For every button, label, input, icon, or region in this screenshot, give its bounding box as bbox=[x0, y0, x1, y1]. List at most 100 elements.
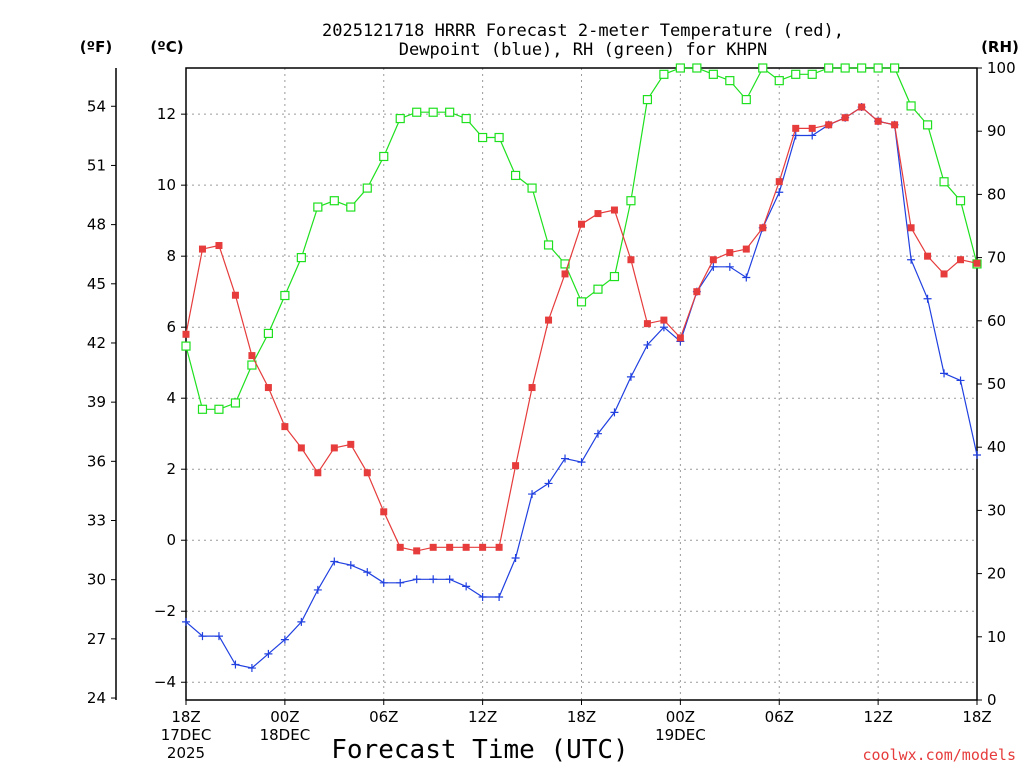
dewpoint-point bbox=[330, 557, 339, 566]
x-tick-label: 18Z bbox=[962, 708, 991, 726]
rh-point bbox=[494, 132, 504, 143]
x-tick-label: 06Z bbox=[765, 708, 794, 726]
data-series bbox=[181, 63, 982, 673]
x-axis-label: Forecast Time (UTC) bbox=[331, 735, 628, 765]
rh-point bbox=[593, 284, 603, 294]
rh-tick-label: 70 bbox=[987, 249, 1006, 267]
celsius-tick-label: 8 bbox=[166, 247, 176, 265]
dewpoint-point bbox=[412, 575, 421, 584]
dewpoint-point bbox=[429, 575, 438, 584]
fahrenheit-tick-label: 39 bbox=[87, 393, 106, 411]
dewpoint-point bbox=[495, 593, 504, 602]
temperature-point bbox=[314, 469, 322, 477]
x-tick-label: 18Z bbox=[567, 708, 596, 726]
rh-point bbox=[329, 196, 339, 206]
celsius-tick-label: 4 bbox=[166, 389, 176, 407]
fahrenheit-tick-label: 33 bbox=[87, 511, 106, 529]
dewpoint-point bbox=[940, 369, 949, 378]
dewpoint-point bbox=[264, 649, 273, 658]
dewpoint-point bbox=[775, 188, 784, 197]
dewpoint-point bbox=[544, 479, 553, 488]
temperature-point bbox=[742, 245, 750, 253]
dewpoint-point bbox=[445, 575, 454, 584]
dewpoint-point bbox=[709, 262, 718, 271]
rh-point bbox=[609, 271, 620, 282]
temperature-point bbox=[643, 320, 651, 328]
dewpoint-point bbox=[198, 632, 207, 641]
celsius-tick-label: 0 bbox=[166, 531, 176, 549]
dewpoint-point bbox=[182, 617, 190, 626]
rh-point bbox=[395, 113, 405, 124]
dewpoint-point bbox=[313, 585, 322, 594]
rh-point bbox=[346, 202, 356, 212]
dewpoint-point bbox=[643, 340, 652, 349]
temperature-point bbox=[561, 270, 569, 278]
dewpoint-point bbox=[561, 454, 570, 463]
rh-point bbox=[774, 76, 784, 86]
temperature-point bbox=[627, 256, 635, 264]
fahrenheit-tick-label: 48 bbox=[87, 216, 106, 234]
temperature-point bbox=[215, 242, 223, 250]
rh-point bbox=[791, 69, 801, 79]
temperature-point bbox=[347, 440, 355, 448]
temperature-point bbox=[396, 543, 404, 551]
temperature-point bbox=[808, 124, 816, 132]
temperature-point bbox=[281, 423, 289, 431]
rh-unit-label: (RH) bbox=[981, 38, 1019, 56]
temperature-point bbox=[676, 334, 684, 342]
dewpoint-point bbox=[214, 632, 223, 641]
x-tick-label: 00Z bbox=[270, 708, 299, 726]
dewpoint-point bbox=[923, 294, 932, 303]
rh-point bbox=[412, 107, 422, 117]
temperature-point bbox=[709, 256, 717, 264]
dewpoint-point bbox=[907, 255, 916, 264]
x-tick-label: 00Z bbox=[666, 708, 695, 726]
temperature-point bbox=[610, 206, 618, 214]
rh-point bbox=[642, 94, 653, 105]
rh-tick-label: 50 bbox=[987, 375, 1006, 393]
rh-point bbox=[890, 63, 900, 73]
rh-point bbox=[708, 69, 718, 79]
temperature-point bbox=[726, 249, 734, 257]
plot-frame bbox=[185, 67, 978, 701]
rh-point bbox=[807, 69, 817, 79]
rh-point bbox=[445, 107, 455, 117]
dewpoint-point bbox=[346, 561, 355, 570]
rh-point bbox=[461, 113, 471, 124]
rh-point bbox=[955, 196, 966, 206]
rh-tick-label: 100 bbox=[987, 59, 1016, 77]
rh-point bbox=[906, 101, 916, 111]
rh-point bbox=[181, 341, 191, 351]
dewpoint-point bbox=[231, 660, 240, 669]
temperature-point bbox=[545, 316, 553, 324]
x-tick-label: 12Z bbox=[468, 708, 497, 726]
dewpoint-point bbox=[247, 664, 256, 673]
temperature-point bbox=[924, 252, 932, 260]
temperature-point bbox=[512, 462, 520, 470]
fahrenheit-tick-label: 27 bbox=[87, 630, 106, 648]
temperature-point bbox=[660, 316, 668, 324]
rh-point bbox=[873, 63, 883, 73]
rh-point bbox=[527, 183, 537, 193]
rh-tick-label: 30 bbox=[987, 501, 1006, 519]
dewpoint-point bbox=[478, 593, 487, 602]
rh-tick-label: 80 bbox=[987, 185, 1006, 203]
dewpoint-point bbox=[593, 429, 602, 438]
temperature-point bbox=[330, 444, 338, 452]
temperature-point bbox=[462, 543, 470, 551]
celsius-tick-label: −4 bbox=[154, 673, 176, 691]
rh-point bbox=[675, 63, 685, 73]
dewpoint-point bbox=[280, 635, 289, 644]
rh-tick-label: 90 bbox=[987, 122, 1006, 140]
rh-tick-label: 10 bbox=[987, 628, 1006, 646]
rh-line bbox=[185, 67, 978, 410]
rh-point bbox=[313, 202, 323, 212]
temperature-point bbox=[759, 224, 767, 232]
rh-point bbox=[939, 177, 949, 187]
temperature-point bbox=[528, 384, 536, 392]
rh-point bbox=[824, 63, 834, 73]
credit-text: coolwx.com/models bbox=[862, 746, 1016, 764]
temperature-point bbox=[198, 245, 206, 253]
rh-point bbox=[626, 196, 636, 206]
